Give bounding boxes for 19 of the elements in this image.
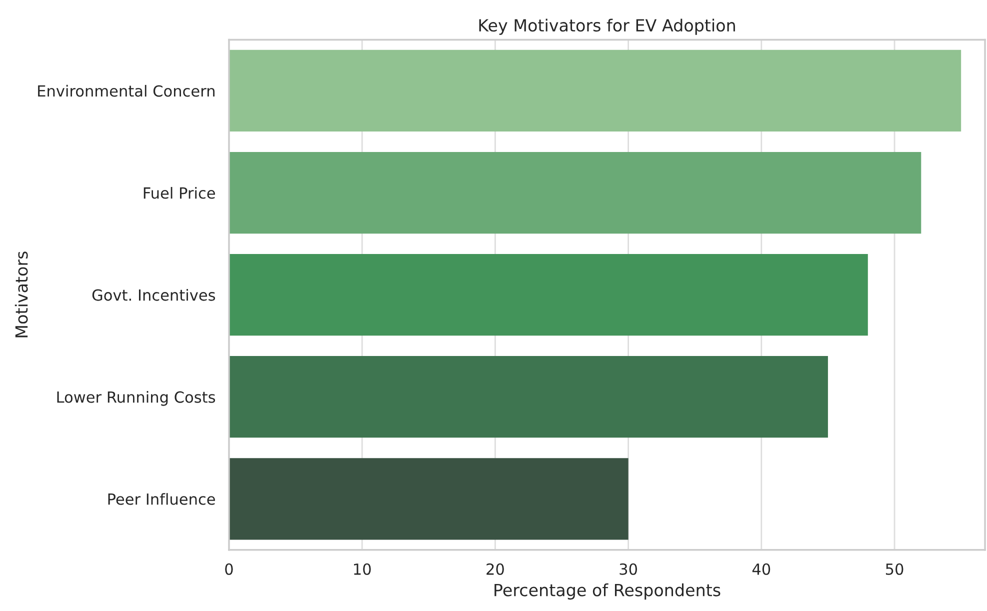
chart-title: Key Motivators for EV Adoption xyxy=(479,18,735,35)
y-tick-label: Fuel Price xyxy=(144,186,215,199)
y-tick-label: Peer Influence xyxy=(108,493,215,505)
x-tick-label: 20 xyxy=(486,563,504,575)
x-axis-title: Percentage of Respondents xyxy=(494,583,720,600)
x-tick-label: 0 xyxy=(225,563,233,575)
y-tick-label: Lower Running Costs xyxy=(57,391,216,406)
bar xyxy=(228,254,868,336)
y-axis-title: Motivators xyxy=(14,252,28,338)
x-tick-label: 50 xyxy=(886,563,904,575)
bar xyxy=(228,458,628,540)
bar xyxy=(228,50,962,132)
x-tick-label: 40 xyxy=(752,563,770,575)
y-tick-label: Environmental Concern xyxy=(38,84,214,97)
bar xyxy=(228,152,922,234)
x-tick-label: 10 xyxy=(354,563,371,575)
x-tick-label: 30 xyxy=(620,563,638,575)
y-tick-label: Govt. Incentives xyxy=(92,289,216,301)
bar xyxy=(228,356,828,438)
